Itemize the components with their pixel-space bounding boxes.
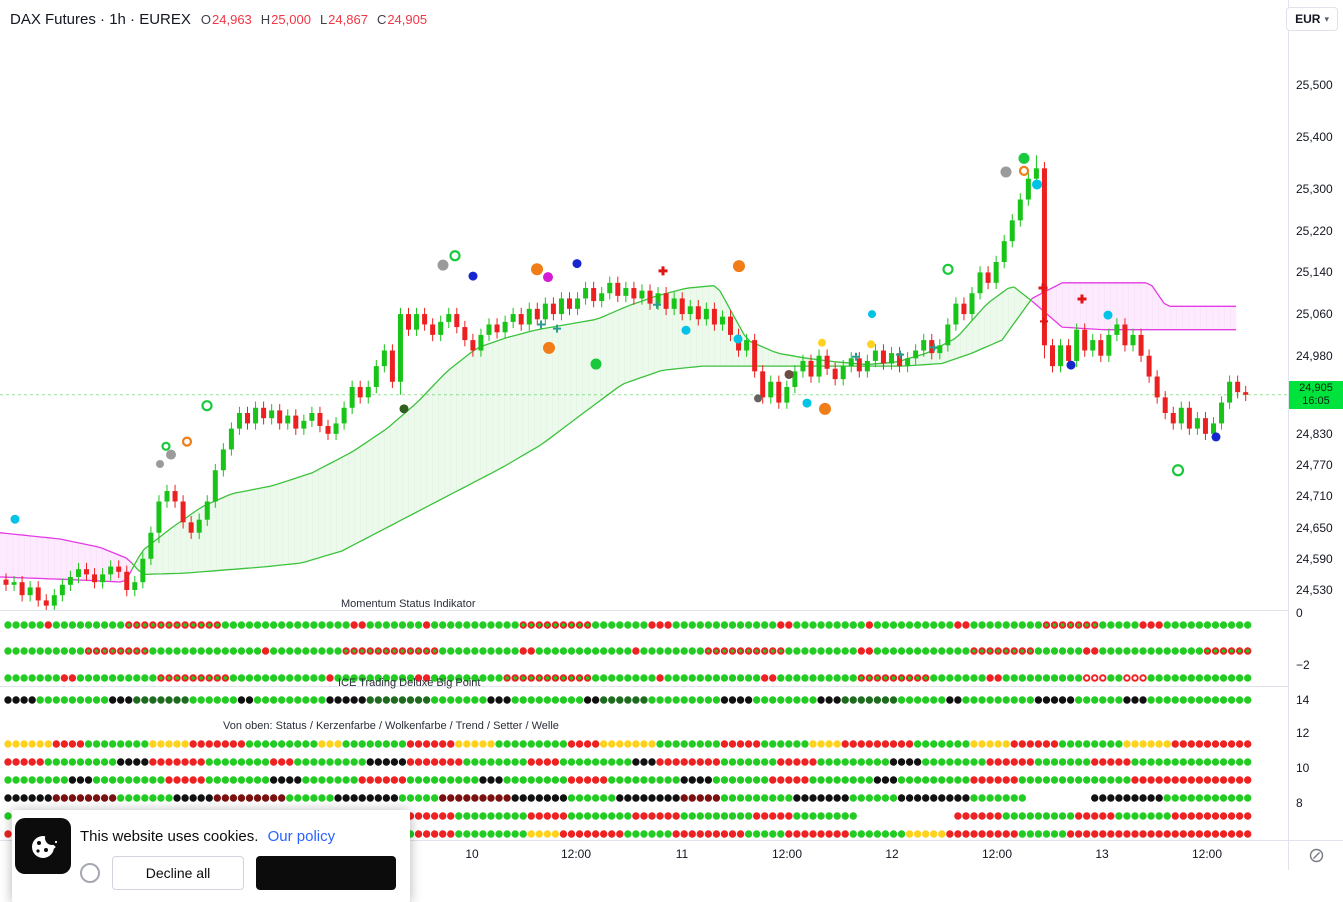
last-price-value: 24,905 [1299,381,1333,394]
price-tick: 24,650 [1296,520,1333,535]
chart-header: DAX Futures · 1h · EUREX O 24,963 H 25,000… [0,0,1288,40]
scale-settings-icon[interactable] [1308,847,1325,864]
ohlc-close-label: C [376,12,387,27]
ohlc-low-value: 24,867 [328,12,368,27]
price-tick: 24,980 [1296,348,1333,363]
price-tick: 24,770 [1296,458,1333,473]
cookie-banner: This website uses cookies. Our policy De… [12,810,410,902]
price-tick: 24,830 [1296,426,1333,441]
price-tick: 10 [1296,761,1310,775]
ohlc-low-label: L [319,12,328,27]
price-tick: 0 [1296,606,1303,620]
price-tick: 25,140 [1296,265,1333,280]
price-tick: 25,300 [1296,182,1333,197]
price-tick: 24,710 [1296,489,1333,504]
decline-all-button[interactable]: Decline all [112,856,244,890]
ohlc-open-value: 24,963 [212,12,252,27]
time-label: 12:00 [1191,847,1223,861]
main-chart-pane[interactable] [0,40,1288,615]
price-tick: 25,400 [1296,130,1333,145]
cookie-icon [32,831,59,858]
price-tick: −2 [1296,658,1310,672]
candlestick-chart[interactable] [0,40,1288,615]
pane-separator[interactable] [0,686,1343,687]
price-tick: 24,590 [1296,551,1333,566]
price-tick: 24,530 [1296,582,1333,597]
accept-all-button[interactable] [256,856,396,890]
time-label: 10 [465,847,479,861]
time-label: 12:00 [560,847,592,861]
symbol-title[interactable]: DAX Futures · 1h · EUREX [10,11,191,28]
price-tick: 14 [1296,693,1310,707]
time-label: 13 [1095,847,1109,861]
time-label: 12 [885,847,899,861]
cookie-settings-icon[interactable] [80,863,100,883]
cookie-message-text: This website uses cookies. [80,828,259,845]
price-tick: 8 [1296,796,1303,810]
cookie-message: This website uses cookies. Our policy [80,828,335,845]
chevron-down-icon: ▾ [1324,13,1329,24]
ohlc-high-label: H [260,12,271,27]
price-axis[interactable]: 24,905 16:05 25,500 25,400 25,300 25,220 25,… [1288,0,1343,840]
currency-selector-button[interactable]: EUR ▾ [1286,7,1338,31]
price-tick: 25,500 [1296,78,1333,92]
ohlc-high-value: 25,000 [271,12,311,27]
cookie-icon-box [15,818,71,874]
price-tick: 25,220 [1296,223,1333,238]
pane1-title: Momentum Status Indikator [341,598,476,610]
last-price-time: 16:05 [1302,394,1330,407]
time-label: 12:00 [771,847,803,861]
currency-label: EUR [1295,12,1321,26]
ohlc-open-label: O [200,12,212,27]
pane2-subtitle: Von oben: Status / Kerzenfarbe / Wolkenf… [223,720,559,732]
ohlc-close-value: 24,905 [387,12,428,27]
time-label: 11 [675,847,689,861]
momentum-indicator-pane[interactable] [0,610,1288,686]
pane2-title: ICE Trading Deluxe Big Point [338,677,481,689]
pane-separator[interactable] [0,610,1343,611]
axis-corner [1288,840,1343,870]
time-label: 12:00 [981,847,1013,861]
last-price-tag: 24,905 16:05 [1289,380,1343,409]
cookie-policy-link[interactable]: Our policy [267,828,336,845]
price-tick: 12 [1296,726,1310,740]
price-tick: 25,060 [1296,307,1333,322]
ohlc-values: O 24,963 H 25,000 L 24,867 C 24,905 [201,12,427,27]
